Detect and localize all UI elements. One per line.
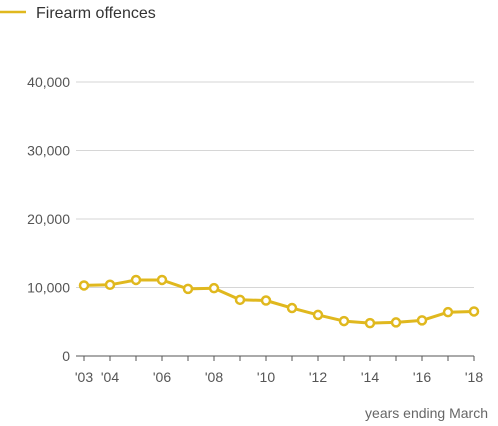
x-tick-label: '14: [361, 369, 379, 385]
data-point: [416, 315, 428, 326]
data-point: [104, 279, 116, 291]
data-point: [468, 306, 480, 317]
data-point: [130, 274, 142, 286]
x-tick-label: '06: [153, 369, 171, 385]
x-tick-label: '04: [101, 369, 119, 385]
y-tick-label: 30,000: [27, 143, 70, 159]
data-point: [364, 317, 376, 329]
x-tick-label: '03: [75, 369, 93, 385]
legend: Firearm offences: [0, 5, 156, 22]
y-tick-label: 40,000: [27, 74, 70, 90]
data-point: [78, 280, 90, 291]
data-point: [182, 283, 194, 295]
series-firearm-offences: [78, 274, 480, 329]
y-tick-label: 0: [62, 348, 70, 364]
x-tick-label: '10: [257, 369, 275, 385]
data-point: [312, 309, 324, 321]
legend-label: Firearm offences: [36, 5, 156, 22]
data-point: [156, 274, 168, 286]
x-tick-label: '08: [205, 369, 223, 385]
x-tick-label: '16: [413, 369, 431, 385]
data-point: [286, 302, 298, 314]
series-line: [82, 278, 476, 325]
data-point: [234, 294, 246, 306]
data-point: [390, 317, 402, 328]
y-tick-label: 10,000: [27, 280, 70, 296]
gridlines: 0 10,000 20,000 30,000 40,000: [27, 74, 474, 364]
x-tick-label: '12: [309, 369, 327, 385]
y-tick-label: 20,000: [27, 211, 70, 227]
data-point: [442, 306, 454, 318]
x-axis: '03 '04 '06 '08 '10 '12 '14 '16 '18: [75, 355, 483, 385]
data-point: [208, 282, 220, 294]
data-point: [338, 315, 350, 327]
x-tick-label: '18: [465, 369, 483, 385]
data-point: [260, 295, 272, 306]
x-axis-label: years ending March: [365, 405, 488, 421]
